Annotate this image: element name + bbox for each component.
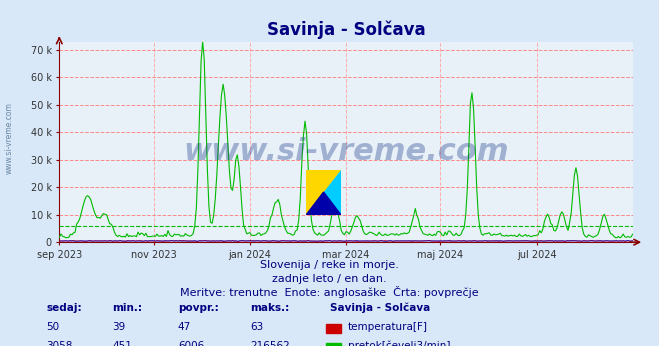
Text: maks.:: maks.: bbox=[250, 303, 290, 313]
Text: 6006: 6006 bbox=[178, 342, 204, 346]
Text: www.si-vreme.com: www.si-vreme.com bbox=[5, 102, 14, 174]
Text: zadnje leto / en dan.: zadnje leto / en dan. bbox=[272, 274, 387, 284]
Text: Meritve: trenutne  Enote: anglosaške  Črta: povprečje: Meritve: trenutne Enote: anglosaške Črta… bbox=[180, 286, 479, 298]
Text: 39: 39 bbox=[112, 322, 125, 333]
Text: Slovenija / reke in morje.: Slovenija / reke in morje. bbox=[260, 260, 399, 270]
Text: pretok[čevelj3/min]: pretok[čevelj3/min] bbox=[348, 341, 451, 346]
Text: povpr.:: povpr.: bbox=[178, 303, 219, 313]
Polygon shape bbox=[306, 170, 341, 215]
Text: 50: 50 bbox=[46, 322, 59, 333]
Title: Savinja - Solčava: Savinja - Solčava bbox=[267, 20, 425, 38]
Text: 451: 451 bbox=[112, 342, 132, 346]
Text: min.:: min.: bbox=[112, 303, 142, 313]
Text: sedaj:: sedaj: bbox=[46, 303, 82, 313]
Text: 47: 47 bbox=[178, 322, 191, 333]
Text: 63: 63 bbox=[250, 322, 264, 333]
Polygon shape bbox=[306, 170, 341, 215]
Text: 3058: 3058 bbox=[46, 342, 72, 346]
Text: temperatura[F]: temperatura[F] bbox=[348, 322, 428, 333]
Text: www.si-vreme.com: www.si-vreme.com bbox=[183, 137, 509, 166]
Text: Savinja - Solčava: Savinja - Solčava bbox=[330, 303, 430, 313]
Text: 216562: 216562 bbox=[250, 342, 290, 346]
Polygon shape bbox=[306, 192, 341, 215]
